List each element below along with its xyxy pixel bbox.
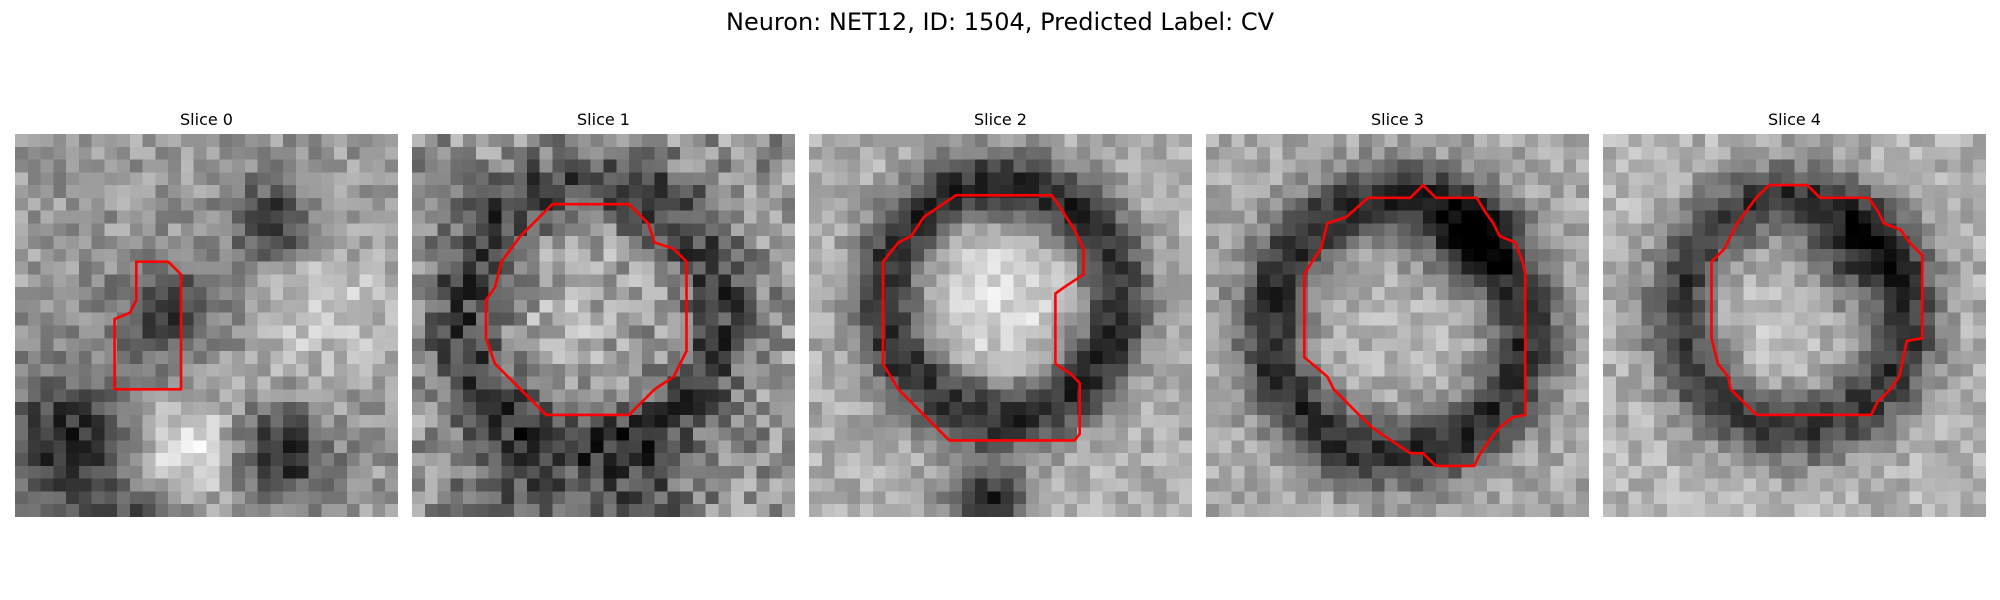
slice-title: Slice 2 [974,110,1027,129]
slice-title: Slice 1 [577,110,630,129]
segmentation-contour [113,260,183,391]
slice-panel-2: Slice 2 [809,110,1192,517]
segmentation-contour [484,202,688,417]
segmentation-contour [881,193,1085,442]
slice-panel-4: Slice 4 [1603,110,1986,517]
slice-image [1206,134,1589,517]
slice-image [412,134,795,517]
slice-title: Slice 3 [1371,110,1424,129]
slice-image [809,134,1192,517]
slice-image [15,134,398,517]
figure-title: Neuron: NET12, ID: 1504, Predicted Label… [726,8,1274,36]
slice-title: Slice 0 [180,110,233,129]
segmentation-contour [1710,183,1924,417]
slice-panel-1: Slice 1 [412,110,795,517]
slice-image [1603,134,1986,517]
slice-panel-0: Slice 0 [15,110,398,517]
slice-title: Slice 4 [1768,110,1821,129]
slice-panel-3: Slice 3 [1206,110,1589,517]
segmentation-contour [1303,183,1527,468]
